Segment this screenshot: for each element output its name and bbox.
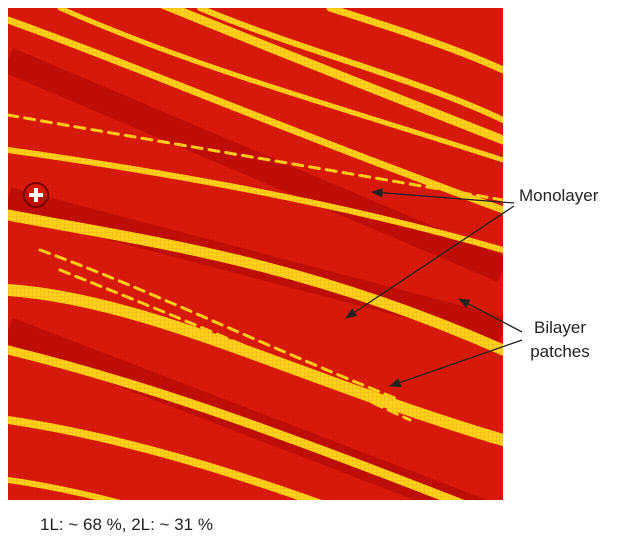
- caption: 1L: ~ 68 %, 2L: ~ 31 %: [40, 515, 213, 534]
- label-bilayer: Bilayer: [534, 318, 586, 337]
- raman-map: [8, 0, 503, 540]
- figure: Monolayer Bilayer patches 1L: ~ 68 %, 2L…: [0, 0, 627, 543]
- label-monolayer: Monolayer: [519, 186, 599, 205]
- label-bilayer: patches: [530, 342, 590, 361]
